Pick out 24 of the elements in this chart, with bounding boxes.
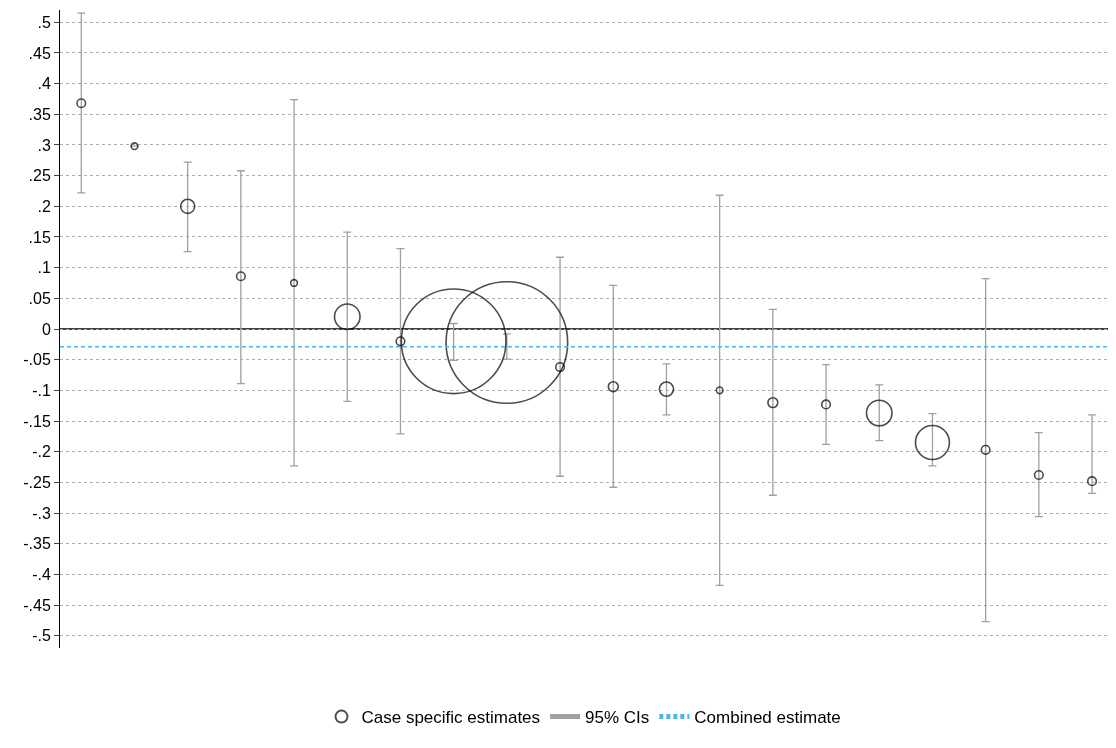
y-tick-label: .1 bbox=[37, 259, 51, 277]
y-tick-label: .05 bbox=[28, 289, 51, 307]
y-tick-label: -.05 bbox=[23, 351, 51, 369]
y-tick-label: 0 bbox=[41, 320, 51, 338]
y-tick-label: -.35 bbox=[23, 535, 51, 553]
y-tick-label: .15 bbox=[28, 228, 51, 246]
y-tick-label: -.4 bbox=[32, 565, 51, 583]
y-tick-label: .5 bbox=[37, 13, 51, 31]
legend-label: Case specific estimates bbox=[361, 708, 541, 728]
y-tick-label: .3 bbox=[37, 136, 51, 154]
y-tick-label: -.45 bbox=[23, 596, 51, 614]
y-tick-label: .4 bbox=[37, 75, 51, 93]
y-tick-label: .45 bbox=[28, 44, 51, 62]
y-tick-label: .35 bbox=[28, 105, 51, 123]
y-tick-label: -.1 bbox=[32, 381, 51, 399]
y-tick-label: -.3 bbox=[32, 504, 51, 522]
y-tick-label: -.15 bbox=[23, 412, 51, 430]
y-tick-label: -.2 bbox=[32, 443, 51, 461]
y-tick-label: -.5 bbox=[32, 627, 51, 645]
legend-label: Combined estimate bbox=[694, 708, 841, 728]
y-tick-label: .25 bbox=[28, 167, 51, 185]
text: 95% CIs bbox=[585, 708, 650, 728]
y-tick-label: .2 bbox=[37, 197, 51, 215]
y-tick-label: -.25 bbox=[23, 473, 51, 491]
